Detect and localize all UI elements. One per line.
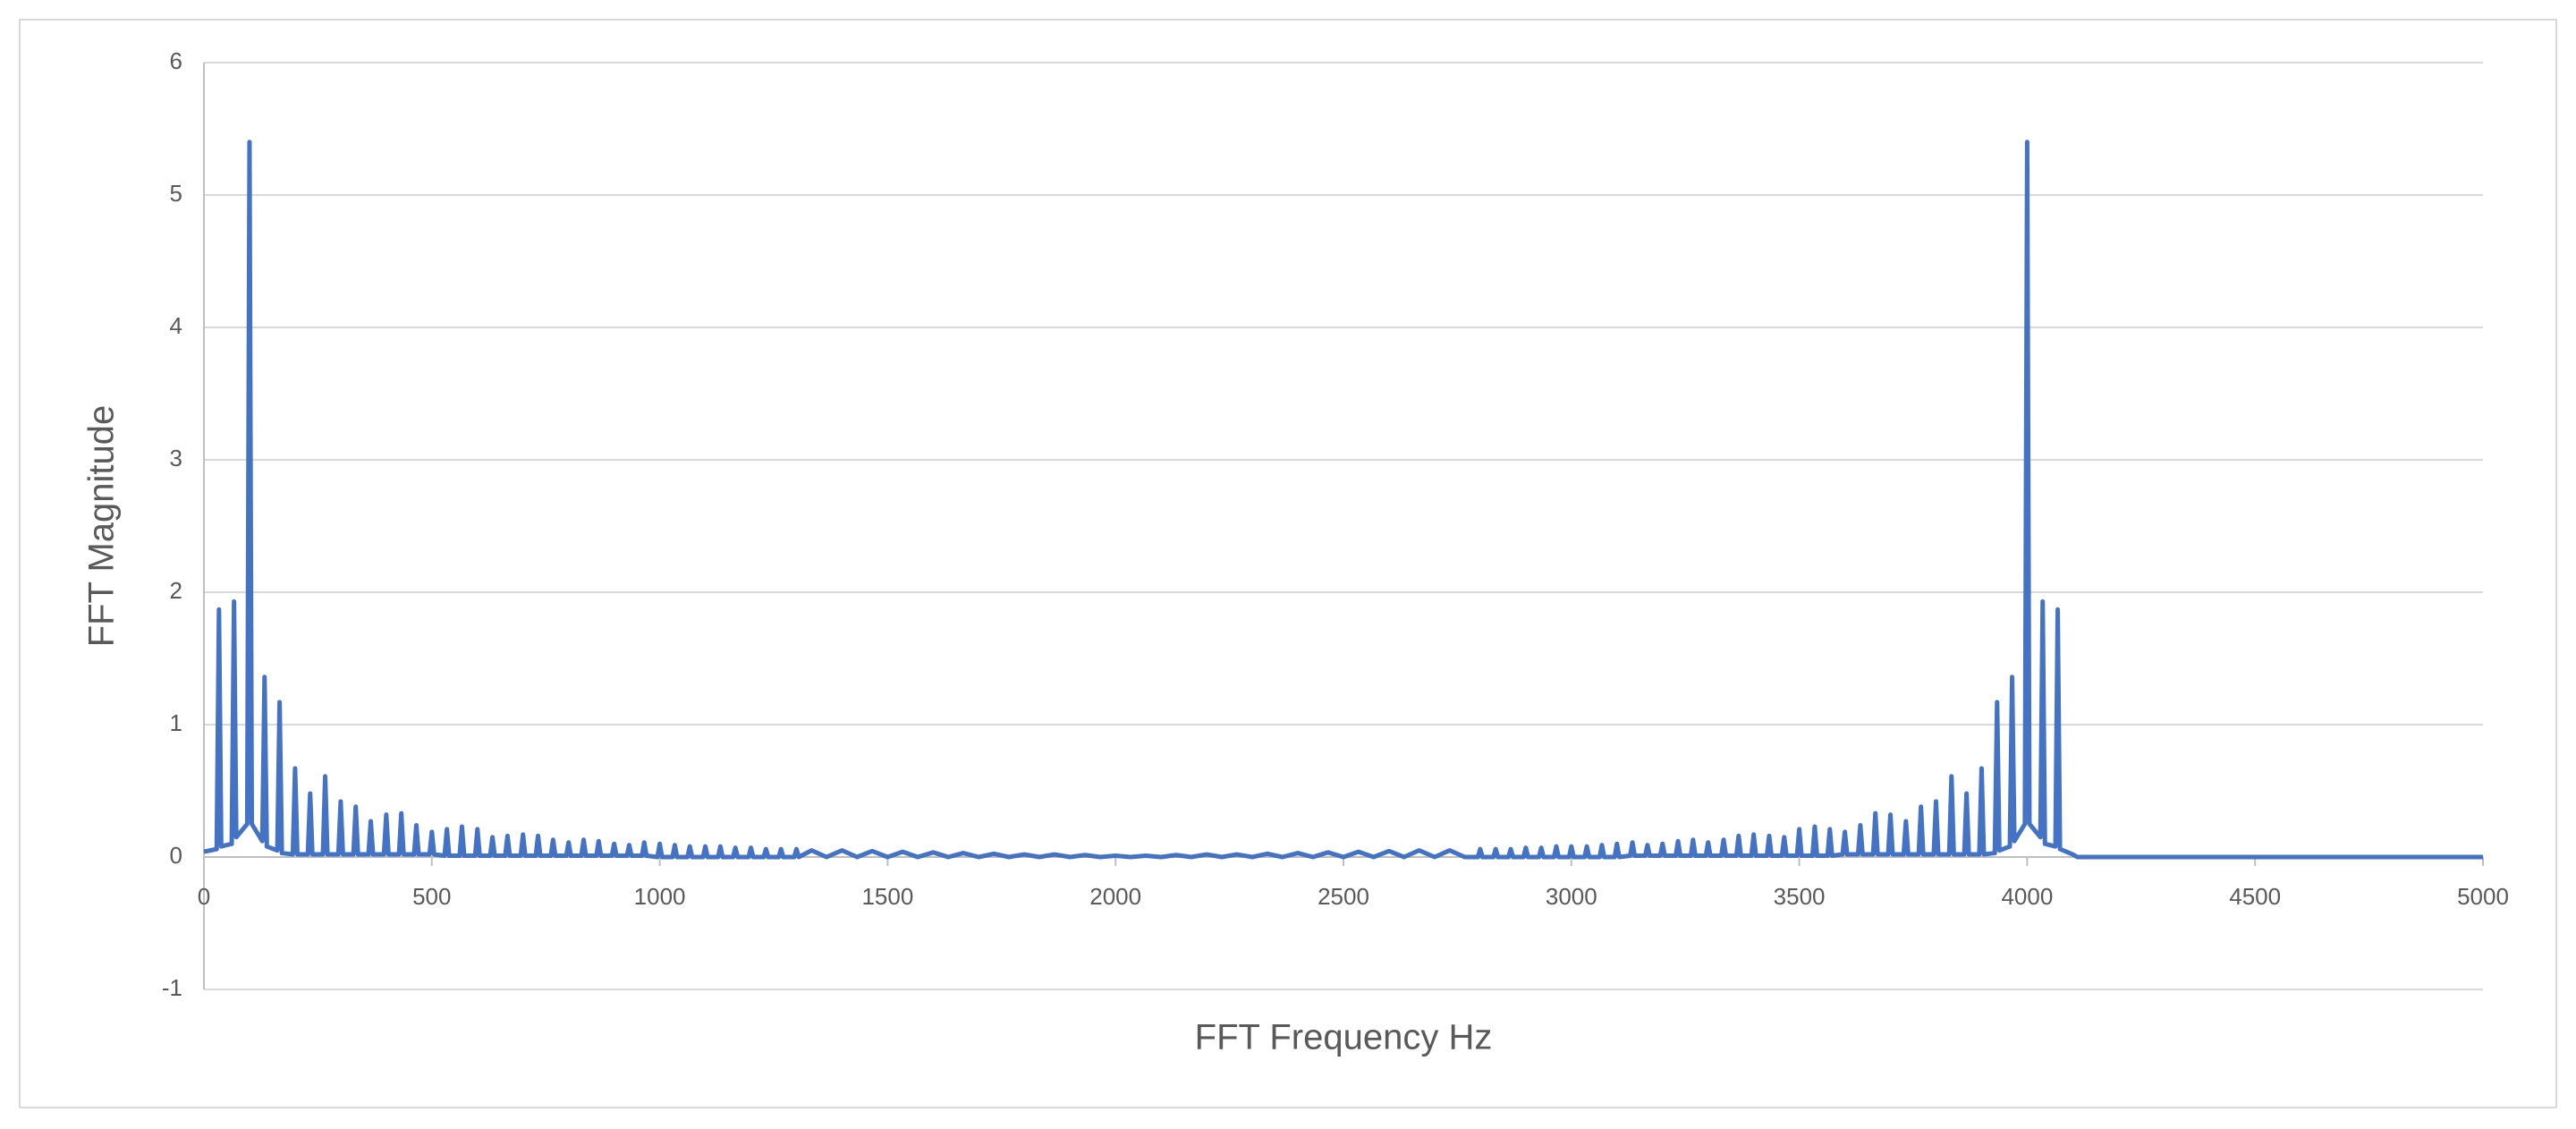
x-tick-label: 500 bbox=[412, 883, 451, 910]
y-tick-label: 2 bbox=[170, 577, 182, 604]
x-tick-label: 1500 bbox=[861, 883, 913, 910]
x-tick-label: 5000 bbox=[2457, 883, 2509, 910]
y-tick-label: 6 bbox=[170, 47, 182, 74]
y-tick-label: 1 bbox=[170, 709, 182, 736]
x-tick-label: 4500 bbox=[2229, 883, 2281, 910]
spectrum-line bbox=[203, 140, 2483, 860]
y-tick-label: 4 bbox=[170, 312, 182, 339]
x-tick-label: 2000 bbox=[1089, 883, 1141, 910]
x-tick-label: 0 bbox=[198, 883, 210, 910]
chart-frame bbox=[19, 19, 2557, 1108]
x-tick-label: 3500 bbox=[1774, 883, 1826, 910]
y-tick-label: 5 bbox=[170, 180, 182, 207]
x-tick-label: 3000 bbox=[1546, 883, 1597, 910]
y-tick-label: 0 bbox=[170, 842, 182, 869]
x-tick-label: 1000 bbox=[634, 883, 686, 910]
x-tick-label: 4000 bbox=[2001, 883, 2053, 910]
x-axis-title: FFT Frequency Hz bbox=[1195, 1018, 1493, 1057]
y-tick-label: 3 bbox=[170, 445, 182, 471]
x-tick-label: 2500 bbox=[1318, 883, 1369, 910]
y-tick-label: -1 bbox=[162, 974, 182, 1001]
y-axis-title: FFT Magnitude bbox=[82, 405, 122, 648]
